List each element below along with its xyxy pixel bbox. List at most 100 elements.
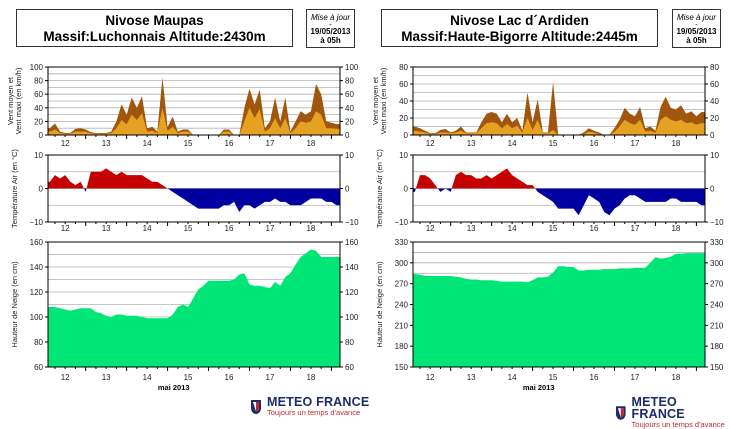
meteo-france-logo-right: METEO FRANCE Toujours un temps d'avance: [615, 396, 730, 429]
y-tick-label-right: 0: [345, 131, 350, 140]
y-tick-label: 20: [34, 117, 43, 126]
shield-icon: [251, 399, 261, 414]
y-axis-label: Vent maxi (en km/h): [379, 67, 388, 134]
y-tick-label: 180: [395, 342, 409, 351]
y-tick-label: 80: [399, 63, 408, 72]
station-massif: Massif:Haute-Bigorre Altitude:2445m: [401, 29, 638, 44]
x-tick-label: 18: [306, 373, 315, 382]
y-axis-label: Hauteur de Neige (en cm): [375, 261, 384, 348]
y-tick-label: 160: [30, 238, 44, 247]
x-tick-label: 12: [61, 139, 70, 148]
y-tick-label: 100: [30, 313, 44, 322]
y-tick-label: 300: [395, 259, 409, 268]
x-tick-label: 14: [508, 139, 517, 148]
x-tick-label: 15: [184, 373, 193, 382]
y-tick-label-right: 240: [710, 301, 724, 310]
y-tick-label: 60: [399, 80, 408, 89]
x-tick-label: 14: [143, 224, 152, 233]
update-box-left: Mise à jour - 19/05/2013 à 05h: [306, 9, 355, 48]
wind-mean-area: [48, 107, 340, 135]
x-tick-label: 16: [590, 224, 599, 233]
y-tick-label-right: 0: [710, 185, 715, 194]
y-axis-label: Hauteur de Neige (en cm): [10, 261, 19, 348]
y-tick-label-right: −10: [345, 218, 359, 227]
y-tick-label: 100: [30, 63, 44, 72]
plot-frame: [47, 241, 341, 368]
y-tick-label: −10: [29, 218, 43, 227]
y-tick-label-right: 100: [345, 313, 359, 322]
y-tick-label: 20: [399, 114, 408, 123]
y-tick-label-right: 150: [710, 363, 724, 372]
y-tick-label: 10: [399, 151, 408, 160]
y-tick-label: 60: [34, 363, 43, 372]
y-tick-label: 240: [395, 301, 409, 310]
x-tick-label: 17: [266, 224, 275, 233]
y-tick-label-right: 140: [345, 263, 359, 272]
x-tick-label: 15: [549, 139, 558, 148]
temperature-negative-area: [413, 188, 705, 216]
x-tick-label: 18: [306, 139, 315, 148]
y-tick-label: 80: [34, 338, 43, 347]
y-tick-label: 0: [404, 131, 409, 140]
y-tick-label-right: 210: [710, 321, 724, 330]
x-tick-label: 17: [631, 224, 640, 233]
y-tick-label-right: 300: [710, 259, 724, 268]
x-tick-label: 16: [225, 373, 234, 382]
y-tick-label-right: −10: [710, 218, 724, 227]
y-axis-label: Vent moyen et: [6, 76, 15, 125]
update-time: à 05h: [320, 36, 341, 45]
x-tick-label: 15: [184, 224, 193, 233]
y-tick-label-right: 160: [345, 238, 359, 247]
y-tick-label: 10: [34, 151, 43, 160]
y-tick-label-right: 80: [345, 77, 354, 86]
logo-name: METEO FRANCE: [631, 395, 685, 421]
meteo-france-logo-left: METEO FRANCE Toujours un temps d'avance: [250, 396, 369, 417]
y-axis-label: Température Air (en °C): [375, 149, 384, 228]
snow-depth-area: [413, 253, 705, 367]
y-tick-label-right: 330: [710, 238, 724, 247]
temperature-positive-area: [48, 168, 340, 189]
y-tick-label: −10: [394, 218, 408, 227]
x-tick-label: 15: [549, 224, 558, 233]
station-name: Nivose Lac d´Ardiden: [450, 13, 589, 28]
x-tick-label: 18: [671, 139, 680, 148]
y-tick-label: 80: [34, 77, 43, 86]
y-tick-label-right: 60: [345, 363, 354, 372]
y-tick-label-right: 20: [345, 117, 354, 126]
shield-icon: [615, 405, 626, 420]
y-tick-label: 120: [30, 288, 44, 297]
x-tick-label: 14: [508, 224, 517, 233]
x-axis-label: mai 2013: [523, 383, 555, 392]
update-date: 19/05/2013: [676, 27, 717, 36]
y-tick-label-right: 100: [345, 63, 359, 72]
y-axis-label: Température Air (en °C): [10, 149, 19, 228]
x-tick-label: 16: [590, 373, 599, 382]
temperature-negative-area: [48, 188, 340, 212]
x-tick-label: 18: [671, 224, 680, 233]
station-name: Nivose Maupas: [105, 13, 204, 28]
x-tick-label: 18: [306, 224, 315, 233]
station-title-left: Nivose Maupas Massif:Luchonnais Altitude…: [16, 9, 293, 47]
station-title-right: Nivose Lac d´Ardiden Massif:Haute-Bigorr…: [381, 9, 658, 47]
x-tick-label: 18: [671, 373, 680, 382]
update-dash: -: [695, 20, 698, 29]
wind-max-area: [48, 77, 340, 135]
y-tick-label: 150: [395, 363, 409, 372]
logo-slogan: Toujours un temps d'avance: [631, 420, 725, 429]
update-label: Mise à jour: [310, 13, 351, 22]
x-tick-label: 12: [61, 373, 70, 382]
logo-name: METEO FRANCE: [267, 395, 370, 409]
y-tick-label-right: 10: [345, 151, 354, 160]
y-tick-label: 0: [39, 185, 44, 194]
wind-mean-area: [413, 116, 705, 135]
y-tick-label-right: 40: [345, 104, 354, 113]
x-tick-label: 15: [549, 373, 558, 382]
y-tick-label-right: 10: [710, 151, 719, 160]
x-tick-label: 12: [61, 224, 70, 233]
y-tick-label: 40: [34, 104, 43, 113]
x-tick-label: 13: [467, 139, 476, 148]
plot-frame: [47, 66, 341, 136]
update-time: à 05h: [686, 36, 707, 45]
y-tick-label-right: 60: [345, 90, 354, 99]
x-tick-label: 13: [102, 373, 111, 382]
